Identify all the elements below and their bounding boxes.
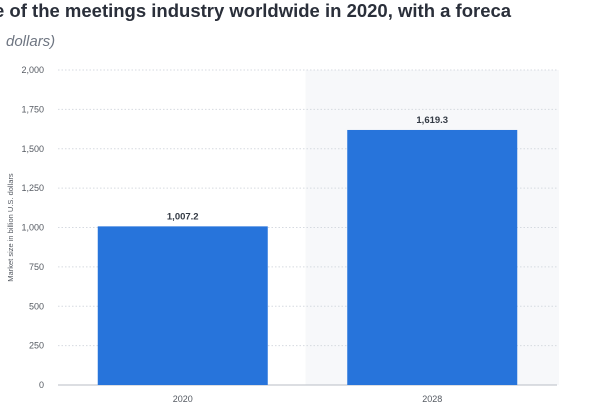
y-axis-title: Market size in billion U.S. dollars: [6, 173, 15, 282]
x-axis-ticks: 2020 2028: [173, 394, 443, 404]
data-labels: 1,007.2 1,619.3: [167, 115, 448, 222]
chart-subtitle: dollars): [6, 33, 56, 50]
y-tick-label: 250: [29, 341, 44, 351]
bars: [97, 129, 518, 385]
y-axis-ticks: 0 250 500 750 1,000 1,250 1,500 1,750 2,000: [21, 65, 44, 390]
chart-title: e of the meetings industry worldwide in …: [0, 0, 512, 21]
data-label-2028: 1,619.3: [416, 115, 448, 126]
x-tick-label-2020: 2020: [173, 394, 193, 404]
y-tick-label: 1,000: [21, 223, 44, 233]
y-tick-label: 1,250: [21, 183, 44, 193]
y-tick-label: 1,500: [21, 144, 44, 154]
y-tick-label: 0: [39, 380, 44, 390]
y-tick-label: 500: [29, 301, 44, 311]
y-tick-label: 1,750: [21, 104, 44, 114]
y-tick-label: 750: [29, 262, 44, 272]
bar-2020: [97, 226, 268, 385]
y-tick-label: 2,000: [21, 65, 44, 75]
data-label-2020: 1,007.2: [167, 211, 199, 222]
bar-2028: [347, 129, 518, 385]
x-tick-label-2028: 2028: [422, 394, 442, 404]
